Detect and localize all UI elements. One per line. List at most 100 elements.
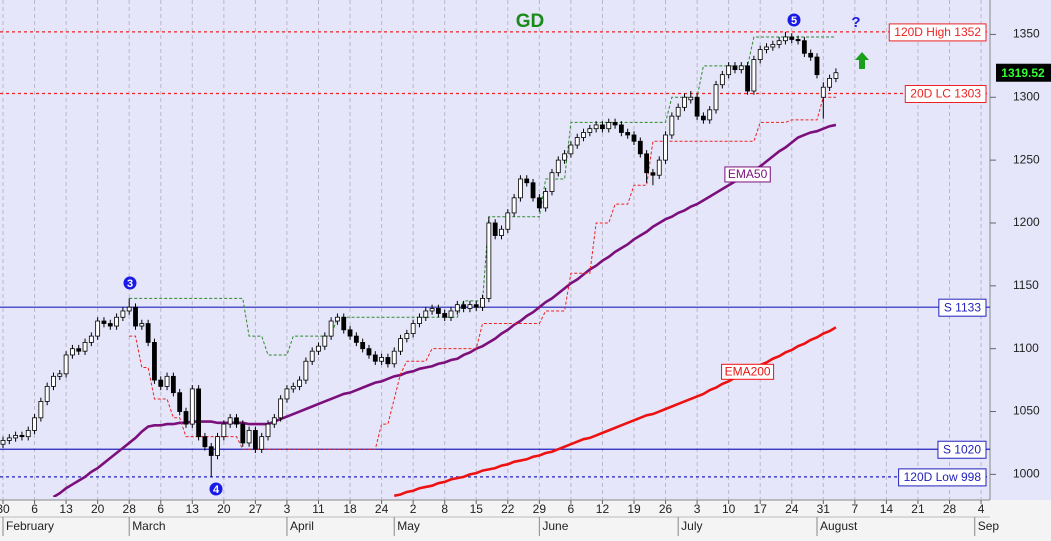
candle-body: [568, 144, 574, 155]
candle-body: [139, 323, 145, 327]
month-label: May: [397, 519, 420, 533]
level-label: S 1020: [943, 442, 981, 456]
overlay: 120D High 1352 20D LC 1303 S 1133 S 1020 120…: [123, 13, 987, 496]
candle-body: [530, 182, 536, 199]
x-tick-label: 11: [312, 502, 325, 516]
candle-body: [38, 401, 44, 419]
candle-body: [398, 338, 403, 352]
candle-body: [347, 329, 353, 337]
candle-body: [656, 159, 662, 176]
candle-body: [801, 40, 807, 54]
candle-body: [126, 306, 132, 312]
x-tick-label: 3: [284, 502, 291, 516]
candle-body: [682, 96, 687, 108]
candle-body: [518, 178, 523, 199]
x-tick-label: 19: [627, 502, 641, 516]
x-tick-label: 24: [785, 502, 799, 516]
last-price-box: [996, 63, 1051, 82]
candle-body: [189, 388, 195, 425]
candle-body: [335, 316, 340, 322]
candle-body: [454, 304, 460, 312]
x-tick-label: 14: [880, 502, 894, 516]
candle-body: [467, 304, 473, 309]
x-tick-label: 12: [596, 502, 610, 516]
y-tick-label: 1350: [1013, 27, 1040, 41]
candle-body: [95, 320, 101, 337]
x-tick-label: 20: [91, 502, 105, 516]
candle-body: [423, 310, 429, 318]
candle-body: [88, 335, 94, 343]
candle-body: [366, 348, 372, 356]
candle-body: [499, 228, 504, 236]
month-label: March: [132, 519, 165, 533]
x-tick-label: 28: [123, 502, 137, 516]
series-label-box: [721, 363, 775, 380]
candle-body: [549, 172, 555, 192]
plot-area: [0, 31, 990, 497]
x-tick-label: 15: [470, 502, 484, 516]
y-tick-label: 1100: [1013, 341, 1039, 355]
candle-body: [32, 417, 37, 431]
candle-body: [19, 435, 25, 438]
candle-body: [353, 335, 359, 343]
candle-body: [63, 354, 69, 375]
x-tick-label: 7: [852, 502, 859, 516]
series-label-box: [724, 166, 771, 183]
candle-body: [795, 39, 801, 42]
level-label: S 1133: [944, 300, 981, 314]
candle-body: [461, 304, 467, 309]
candle-body: [776, 40, 782, 45]
x-tick-label: 13: [186, 502, 200, 516]
candle-body: [82, 341, 88, 352]
candle-body: [170, 375, 176, 394]
candle-body: [738, 65, 744, 71]
candle-body: [473, 304, 479, 308]
candle-body: [562, 153, 567, 161]
candle-body: [316, 345, 321, 352]
candle-body: [644, 153, 650, 174]
x-tick-label: 31: [817, 502, 831, 516]
candle-body: [480, 297, 485, 308]
candle-body: [511, 197, 517, 214]
x-tick-label: 6: [568, 502, 575, 516]
candle-body: [404, 333, 410, 340]
candle-body: [612, 122, 618, 126]
y-tick-label: 1050: [1013, 404, 1040, 418]
candle-body: [827, 78, 833, 88]
x-tick-label: 17: [754, 502, 768, 516]
wave-marker: [209, 482, 223, 496]
x-tick-label: 28: [943, 502, 957, 516]
x-tick-label: 6: [157, 502, 164, 516]
candle-body: [284, 388, 290, 400]
x-tick-label: 21: [911, 502, 925, 516]
candle-body: [410, 323, 416, 334]
candle-body: [505, 212, 511, 230]
candle-body: [751, 59, 757, 92]
level-label-box: [898, 468, 987, 487]
candle-body: [789, 36, 795, 40]
candle-body: [391, 350, 397, 365]
candle-body: [158, 379, 164, 387]
candle-body: [574, 137, 580, 146]
month-label: April: [290, 519, 314, 533]
candle-body: [448, 310, 454, 318]
candle-body: [618, 124, 624, 133]
x-tick-label: 4: [978, 502, 985, 516]
level-label-box: [904, 85, 987, 104]
level-label-box: [888, 23, 987, 42]
candle-body: [372, 354, 378, 362]
month-label: June: [542, 519, 568, 533]
x-tick-label: 20: [217, 502, 231, 516]
x-tick-label: 24: [375, 502, 389, 516]
y-tick-label: 1300: [1013, 89, 1040, 103]
candle-body: [631, 134, 637, 142]
wave-label: 4: [213, 484, 220, 496]
series-label: EMA50: [728, 167, 768, 181]
candle-body: [606, 122, 612, 130]
chart-title: GD: [516, 11, 545, 32]
candle-body: [486, 222, 492, 299]
candle-body: [675, 106, 681, 117]
series-label: EMA200: [725, 364, 771, 378]
